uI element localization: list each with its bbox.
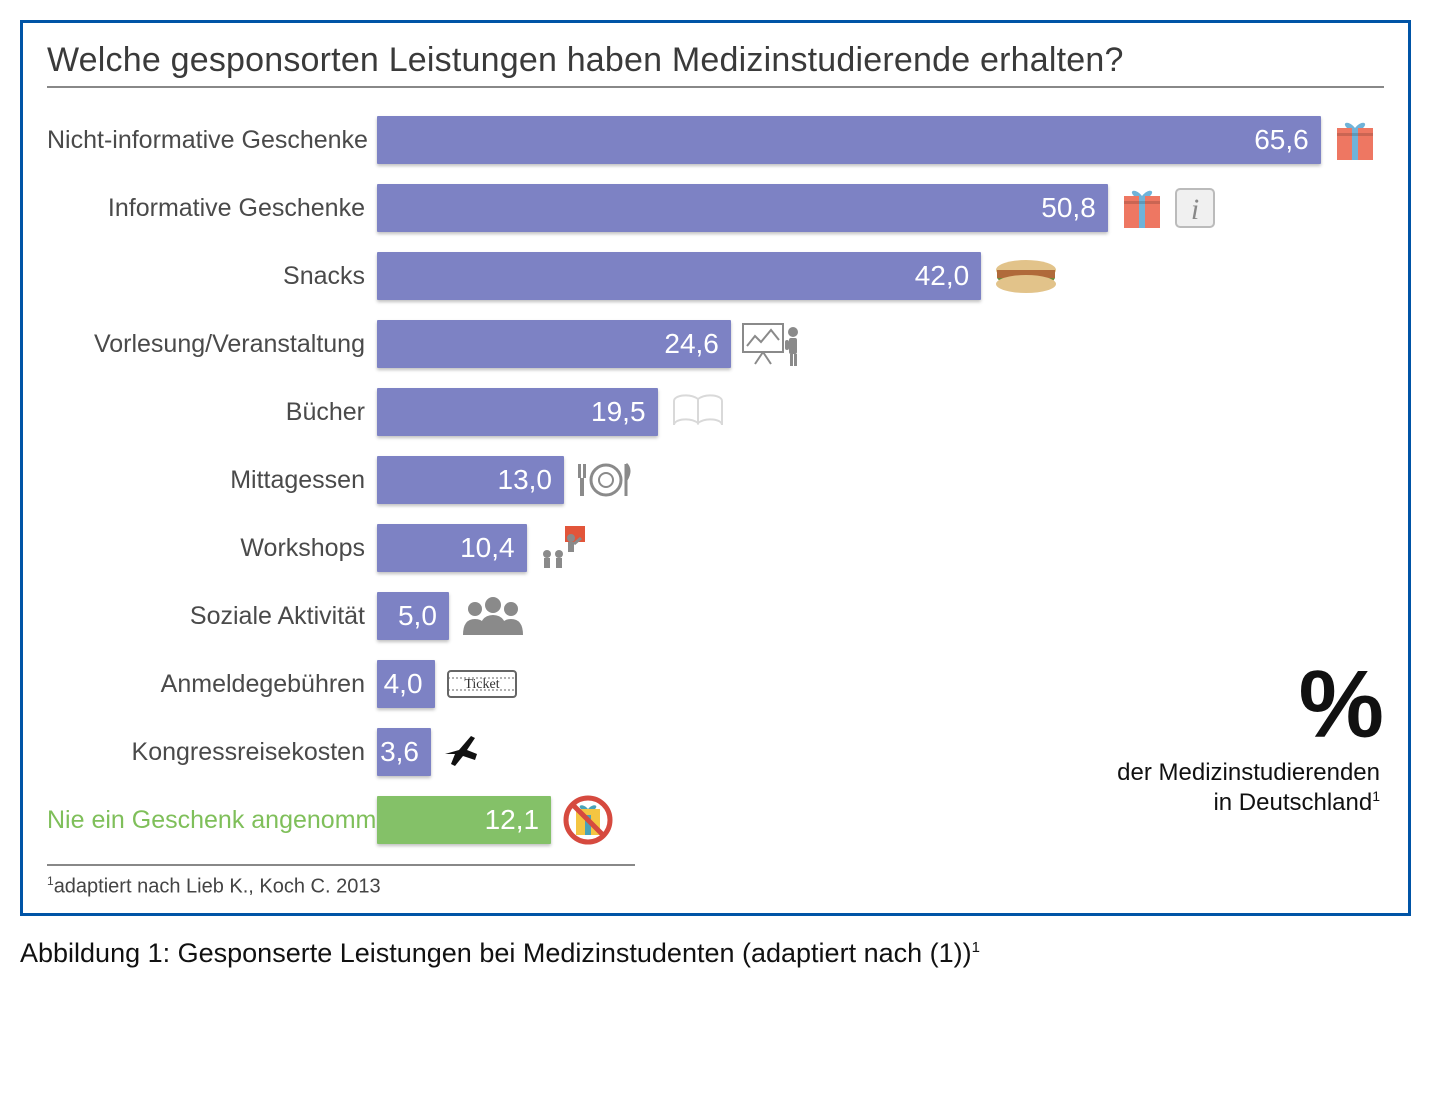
bar-row: Workshops 10,4 [47,518,1384,578]
plate-icon [574,458,634,502]
footnote-divider [47,864,635,866]
bar-row: Soziale Aktivität 5,0 [47,586,1384,646]
bar-label: Snacks [47,262,377,291]
bar-row: Bücher 19,5 [47,382,1384,442]
bar-label: Workshops [47,534,377,563]
caption-sup: 1 [972,939,980,956]
bar-track: 10,4 [377,524,1384,572]
percent-block: % der Medizinstudierenden in Deutschland… [1117,667,1380,818]
bar: 10,4 [377,524,527,572]
bar-track: 13,0 [377,456,1384,504]
bar-label: Nie ein Geschenk angenommen [47,806,377,835]
bar: 65,6 [377,116,1321,164]
caption-text: Abbildung 1: Gesponserte Leistungen bei … [20,938,972,968]
book-icon [668,391,728,433]
svg-text:i: i [1191,193,1199,226]
no-gift-icon [561,793,615,847]
gift-info-icon: i [1118,184,1216,232]
bar-value: 13,0 [498,464,553,496]
bar: 24,6 [377,320,731,368]
bar-value: 3,6 [380,736,419,768]
bar-label: Mittagessen [47,466,377,495]
bar-label: Informative Geschenke [47,194,377,223]
bar: 19,5 [377,388,658,436]
bar-value: 65,6 [1254,124,1309,156]
footnote-text: adaptiert nach Lieb K., Koch C. 2013 [54,876,381,898]
figure-caption: Abbildung 1: Gesponserte Leistungen bei … [20,938,1411,969]
bar-row: Nicht-informative Geschenke 65,6 [47,110,1384,170]
bar-track: 19,5 [377,388,1384,436]
workshop-icon [537,524,589,572]
chart-title: Welche gesponsorten Leistungen haben Med… [47,41,1384,80]
bar-track: 5,0 [377,592,1384,640]
bar-value: 42,0 [915,260,970,292]
percent-sup: 1 [1372,788,1380,804]
footnote: 1adaptiert nach Lieb K., Koch C. 2013 [47,874,1384,899]
bar-value: 5,0 [398,600,437,632]
bar-track: 65,6 [377,116,1384,164]
bar-row: Vorlesung/Veranstaltung 24,6 [47,314,1384,374]
chart-frame: Welche gesponsorten Leistungen haben Med… [20,20,1411,916]
sandwich-icon [991,256,1061,296]
ticket-icon: Ticket [445,666,519,702]
bar-row: Mittagessen 13,0 [47,450,1384,510]
bar: 5,0 [377,592,449,640]
title-divider [47,86,1384,88]
footnote-area: 1adaptiert nach Lieb K., Koch C. 2013 [47,864,1384,899]
bar-track: 42,0 [377,252,1384,300]
bar-label: Vorlesung/Veranstaltung [47,330,377,359]
bar-value: 24,6 [664,328,719,360]
percent-line1: der Medizinstudierenden [1117,759,1380,786]
people-icon [459,595,527,637]
bar: 4,0 [377,660,435,708]
bar-label: Kongressreisekosten [47,738,377,767]
bar-value: 12,1 [485,804,540,836]
bar-row: Snacks 42,0 [47,246,1384,306]
percent-line2: in Deutschland [1213,789,1372,816]
bar-label: Bücher [47,398,377,427]
bar-value: 10,4 [460,532,515,564]
bar-label: Soziale Aktivität [47,602,377,631]
percent-symbol: % [1117,667,1380,744]
plane-icon [441,732,481,772]
bar-value: 19,5 [591,396,646,428]
chart-area: Nicht-informative Geschenke 65,6 Informat… [47,110,1384,850]
bar: 42,0 [377,252,981,300]
gift-icon [1331,116,1379,164]
bar: 50,8 [377,184,1108,232]
bar-row: Informative Geschenke50,8 i [47,178,1384,238]
svg-text:Ticket: Ticket [464,677,499,692]
bar-value: 50,8 [1041,192,1096,224]
bar: 3,6 [377,728,431,776]
bar-label: Anmeldegebühren [47,670,377,699]
bar: 13,0 [377,456,564,504]
bar: 12,1 [377,796,551,844]
footnote-sup: 1 [47,874,54,888]
lecture-icon [741,320,805,368]
bar-track: 24,6 [377,320,1384,368]
bar-value: 4,0 [384,668,423,700]
bar-track: 50,8 i [377,184,1384,232]
bar-label: Nicht-informative Geschenke [47,126,377,155]
percent-sub: der Medizinstudierenden in Deutschland1 [1117,758,1380,818]
